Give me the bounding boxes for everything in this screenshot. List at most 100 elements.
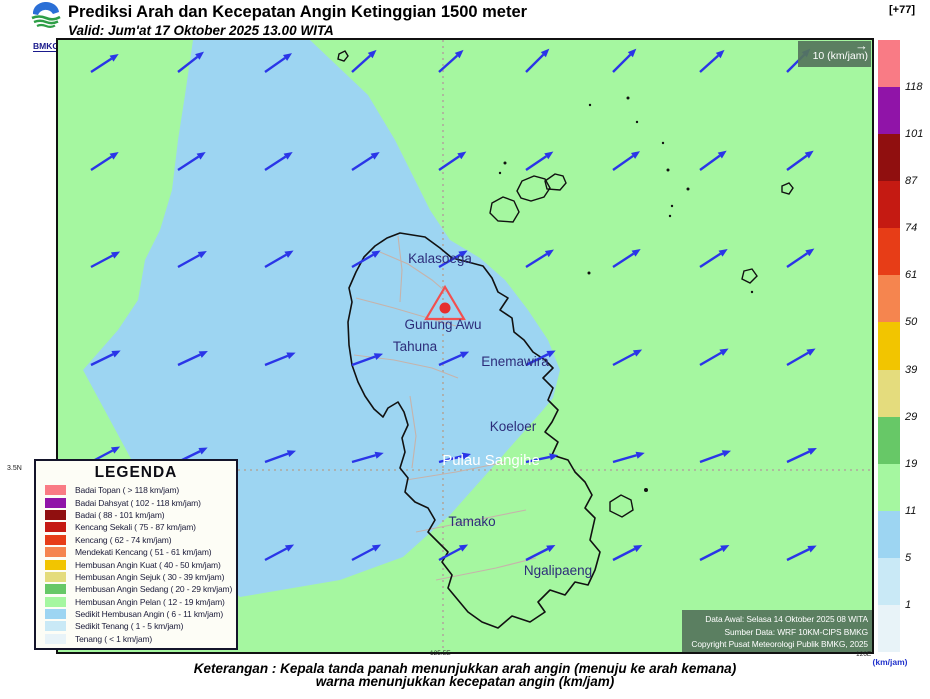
wind-arrow-shaft — [264, 547, 288, 562]
wind-arrow-shaft — [612, 352, 636, 367]
legend-label: Kencang ( 62 - 74 km/jam) — [75, 534, 172, 545]
wind-arrow-shaft — [612, 252, 635, 269]
wind-arrow — [351, 451, 384, 464]
wind-arrow — [699, 545, 730, 562]
legend-color-swatch — [45, 509, 66, 520]
colorbar-tick-label: 39 — [905, 363, 918, 376]
wind-arrow-shaft — [612, 53, 632, 73]
wind-arrow-shaft — [264, 56, 286, 73]
wind-arrow — [786, 248, 815, 268]
wind-arrow-shaft — [612, 454, 637, 464]
wind-arrow-head — [717, 150, 727, 159]
wind-arrow-shaft — [786, 351, 809, 367]
district-border — [409, 395, 417, 469]
data-source-box: Data Awal: Selasa 14 Oktober 2025 08 WIT… — [682, 610, 872, 652]
wind-arrow — [177, 152, 206, 172]
wind-arrow-shaft — [264, 354, 289, 367]
legend-label: Sedikit Hembusan Angin ( 6 - 11 km/jam) — [75, 609, 224, 620]
wind-arrow-shaft — [351, 454, 376, 464]
wind-arrow-head — [373, 353, 384, 361]
wind-arrow-head — [283, 152, 293, 160]
wind-arrow-head — [367, 49, 377, 59]
legend-color-swatch — [45, 534, 66, 545]
wind-arrow — [90, 54, 119, 74]
wind-arrow-shaft — [699, 452, 724, 464]
colorbar-tick-label: 1 — [905, 598, 912, 611]
colorbar-segment — [878, 181, 900, 229]
wind-arrow-shaft — [177, 254, 201, 269]
wind-arrow-head — [544, 151, 554, 160]
wind-arrow-shaft — [438, 353, 462, 367]
wind-arrow — [177, 51, 205, 73]
wind-arrow-head — [196, 152, 206, 160]
legend-label: Badai Topan ( > 118 km/jam) — [75, 485, 180, 496]
wind-arrow — [351, 152, 380, 172]
data-source-line: Sumber Data: WRF 10KM-CIPS BMKG — [724, 626, 869, 637]
wind-arrow-head — [110, 251, 121, 259]
latitude-label: 3.5N — [7, 465, 22, 472]
islet-dot — [635, 120, 639, 124]
map-label-tamako: Tamako — [448, 514, 495, 529]
legend-items: Badai Topan ( > 118 km/jam) Badai Dahsyat… — [36, 484, 236, 645]
legend-label: Kencang Sekali ( 75 - 87 km/jam) — [75, 522, 196, 533]
wind-arrow-shaft — [438, 454, 464, 464]
wind-arrow-head — [807, 448, 817, 455]
wind-arrow — [612, 151, 641, 171]
legend-color-swatch — [45, 522, 66, 533]
wind-arrow — [264, 544, 295, 562]
wind-arrow — [438, 49, 464, 73]
legend-label: Tenang ( < 1 km/jam) — [75, 633, 153, 644]
wind-arrow-head — [544, 249, 554, 258]
wind-arrow — [438, 151, 467, 171]
wind-arrow — [351, 353, 384, 367]
wind-arrow — [264, 250, 294, 269]
speed-reference-box: → 10 (km/jam) — [798, 38, 871, 67]
legend-row: Mendekati Kencang ( 51 - 61 km/jam) — [36, 546, 236, 558]
wind-arrow-shaft — [612, 154, 634, 171]
wind-arrow-head — [546, 545, 556, 553]
wind-arrow — [612, 249, 641, 269]
map-label-gunung-awu: Gunung Awu — [404, 317, 481, 332]
volcano-triangle-icon — [424, 284, 466, 321]
wind-arrow — [525, 48, 550, 73]
wind-arrow-shaft — [264, 253, 287, 269]
legend-color-swatch — [45, 497, 66, 508]
legend-row: Badai Topan ( > 118 km/jam) — [36, 484, 236, 496]
legend-color-swatch — [45, 559, 66, 570]
wind-arrow-shaft — [90, 353, 114, 367]
wind-arrow-head — [286, 352, 296, 360]
longitude-label-right: 126E — [856, 651, 872, 658]
islet-dot — [644, 488, 648, 492]
map-label-pulau-sangihe: Pulau Sangihe — [442, 452, 540, 469]
legend-color-swatch — [45, 485, 66, 496]
wind-arrow-head — [284, 544, 295, 552]
legend-row: Kencang ( 62 - 74 km/jam) — [36, 534, 236, 546]
wind-arrow — [699, 249, 728, 269]
wind-arrow — [438, 250, 468, 269]
legend-row: Hembusan Angin Pelan ( 12 - 19 km/jam) — [36, 596, 236, 608]
wind-arrow-head — [719, 348, 729, 356]
reference-arrow-icon: → — [855, 38, 868, 53]
wind-arrow — [264, 53, 293, 73]
islet-dot — [750, 290, 754, 294]
wind-arrow-head — [458, 250, 468, 258]
wind-arrow-head — [631, 249, 641, 257]
islet-outline — [489, 196, 520, 223]
wind-arrow-head — [374, 451, 384, 459]
wind-arrow — [699, 450, 732, 464]
colorbar-tick-label: 87 — [905, 175, 918, 188]
wind-arrow-head — [549, 453, 559, 461]
wind-arrow-head — [461, 452, 472, 460]
district-border — [379, 251, 447, 293]
wind-arrow — [525, 545, 556, 562]
wind-arrow-head — [720, 545, 730, 553]
wind-arrow — [90, 251, 121, 269]
islet-dot — [668, 214, 672, 218]
wind-arrow-shaft — [525, 155, 547, 171]
wind-arrow — [351, 250, 381, 269]
islet-dot — [498, 171, 502, 175]
wind-arrow-shaft — [525, 252, 548, 269]
wind-arrow-head — [109, 152, 119, 160]
wind-arrow-head — [632, 349, 643, 357]
